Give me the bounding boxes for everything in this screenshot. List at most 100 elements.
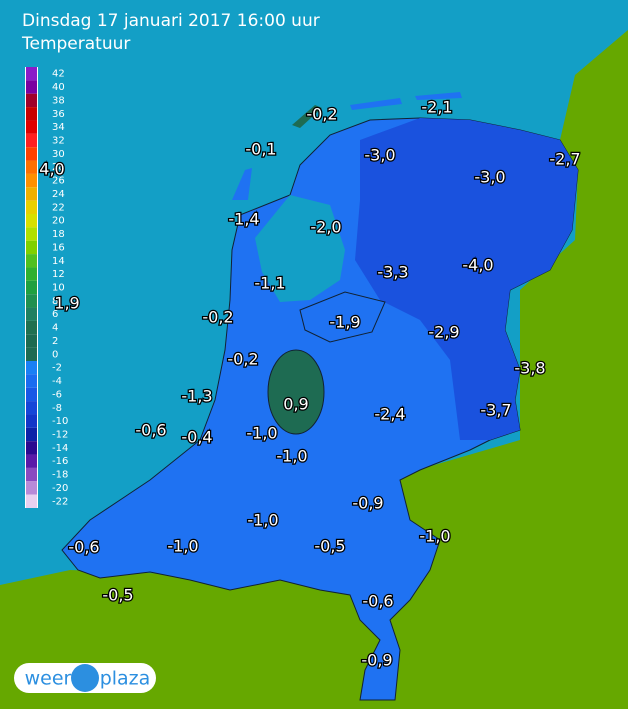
station-value: -0,2 <box>202 308 233 327</box>
legend-swatch <box>26 374 37 388</box>
legend-swatch <box>26 187 37 201</box>
station-value: -1,9 <box>329 313 360 332</box>
station-value: -3,3 <box>377 263 408 282</box>
legend-label: -20 <box>52 483 68 494</box>
legend-label: 0 <box>52 349 58 360</box>
legend-label: -10 <box>52 416 68 427</box>
station-value: -0,9 <box>361 651 392 670</box>
flevoland <box>299 291 386 343</box>
station-value: -2,1 <box>421 98 452 117</box>
legend-swatch <box>26 320 37 335</box>
station-value: -1,4 <box>228 210 259 229</box>
island <box>350 98 402 110</box>
legend-swatch <box>26 441 37 455</box>
legend-label: -18 <box>52 470 68 481</box>
legend-label: 22 <box>52 202 65 213</box>
ijsselmeer <box>255 195 345 302</box>
station-value: -0,6 <box>135 421 166 440</box>
legend-swatch <box>26 173 37 188</box>
legend-label: -16 <box>52 456 68 467</box>
legend-label: 14 <box>52 256 65 267</box>
station-value: -1,0 <box>276 447 307 466</box>
legend-swatch <box>26 200 37 214</box>
legend-label: 4 <box>52 323 58 334</box>
legend-label: 26 <box>52 176 65 187</box>
legend-label: 42 <box>52 69 65 80</box>
legend-label: 34 <box>52 122 65 133</box>
station-value: -2,7 <box>549 150 580 169</box>
legend-swatch <box>26 267 37 281</box>
legend-swatch <box>26 133 37 148</box>
station-value: -0,1 <box>245 140 276 159</box>
legend-label: 24 <box>52 189 65 200</box>
station-value: -1,0 <box>419 527 450 546</box>
logo-left: weer <box>25 668 72 690</box>
legend-label: 40 <box>52 82 65 93</box>
station-value: -1,0 <box>167 537 198 556</box>
legend-swatch <box>26 481 37 495</box>
legend-label: 30 <box>52 149 65 160</box>
legend-label: 18 <box>52 229 65 240</box>
legend-label: 8 <box>52 296 58 307</box>
station-value: -3,0 <box>474 168 505 187</box>
title: Dinsdag 17 januari 2017 16:00 uur <box>22 11 320 31</box>
legend-swatch <box>26 227 37 241</box>
legend-swatch <box>26 494 37 508</box>
legend-label: 36 <box>52 109 65 120</box>
station-value: -0,5 <box>102 586 133 605</box>
station-value: -0,4 <box>181 428 212 447</box>
legend-label: -6 <box>52 389 62 400</box>
island <box>292 105 322 128</box>
legend-swatch <box>26 254 37 268</box>
legend-label: 38 <box>52 95 65 106</box>
station-value: -1,1 <box>254 274 285 293</box>
legend-swatch <box>26 214 37 228</box>
legend-label: -8 <box>52 403 62 414</box>
station-value: -4,0 <box>462 256 493 275</box>
station-value: -0,2 <box>227 350 258 369</box>
legend-swatch <box>26 454 37 468</box>
station-value: 1,9 <box>54 294 79 313</box>
legend-label: -4 <box>52 376 62 387</box>
station-value: -1,0 <box>246 424 277 443</box>
east-region <box>355 118 578 440</box>
legend-swatch <box>26 347 37 361</box>
legend-swatch <box>26 120 37 134</box>
legend-swatch <box>26 240 37 255</box>
legend-label: -14 <box>52 443 68 454</box>
station-value: -1,3 <box>181 387 212 406</box>
legend-label: -12 <box>52 430 68 441</box>
legend-swatch <box>26 160 37 174</box>
station-value: -1,0 <box>247 511 278 530</box>
legend-swatch <box>26 387 37 402</box>
warm-area <box>267 349 325 435</box>
legend-label: 28 <box>52 162 65 173</box>
logo-right: plaza <box>100 668 151 690</box>
legend-swatch <box>26 93 37 108</box>
legend-label: 32 <box>52 136 65 147</box>
legend-label: 10 <box>52 283 65 294</box>
legend-label: 12 <box>52 269 65 280</box>
island <box>232 168 252 200</box>
station-value: -2,9 <box>428 323 459 342</box>
station-value: -0,6 <box>362 592 393 611</box>
legend-swatch <box>26 467 37 482</box>
legend-label: -22 <box>52 496 68 507</box>
legend-label: 6 <box>52 309 58 320</box>
legend-swatch <box>26 427 37 442</box>
logo-icon <box>71 664 99 692</box>
station-value: 0,9 <box>283 395 308 414</box>
subtitle: Temperatuur <box>21 34 130 54</box>
legend-label: 20 <box>52 216 65 227</box>
legend-swatch <box>26 280 37 295</box>
station-value: -3,0 <box>364 146 395 165</box>
station-value: -3,7 <box>480 401 511 420</box>
station-value: -2,4 <box>374 405 405 424</box>
neighbour-land <box>0 30 628 709</box>
legend-swatch <box>26 334 37 348</box>
legend-swatch <box>26 307 37 321</box>
legend-swatch <box>26 401 37 415</box>
legend-swatch <box>26 294 37 308</box>
